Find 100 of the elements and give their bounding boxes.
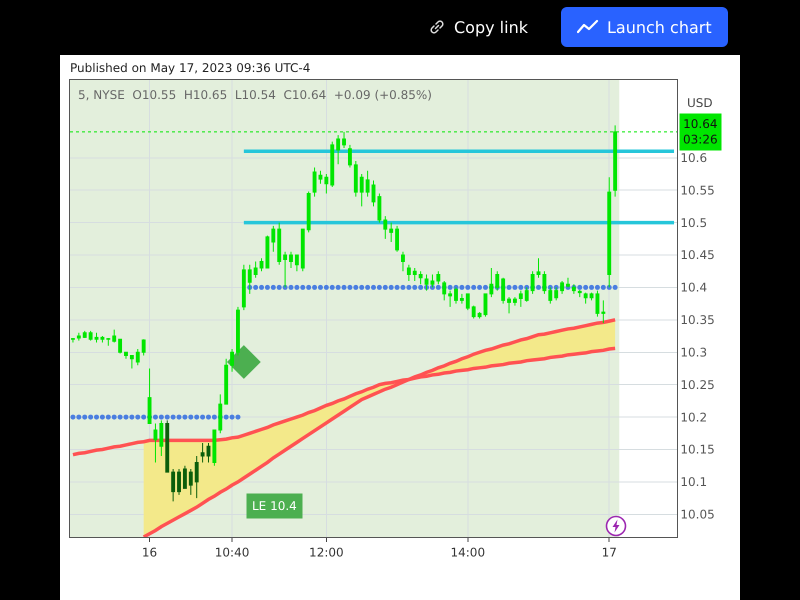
candlestick	[294, 254, 299, 272]
candlestick	[383, 216, 388, 240]
candlestick	[277, 222, 282, 266]
y-tick-label: 10.45	[680, 248, 715, 262]
candlestick	[265, 235, 270, 268]
candlestick	[377, 192, 382, 224]
candlestick	[171, 468, 176, 502]
candlestick	[300, 228, 305, 272]
y-tick-label: 10.55	[680, 183, 715, 198]
y-tick-label: 10.35	[680, 313, 715, 328]
candlestick	[590, 292, 594, 301]
chart-subtitle: Published on May 17, 2023 09:36 UTC-4	[70, 61, 310, 75]
candlestick	[454, 286, 458, 304]
candlestick	[136, 348, 140, 366]
candlestick	[177, 468, 181, 496]
candlestick	[354, 160, 358, 198]
y-tick-label: 10.15	[680, 442, 715, 457]
y-tick-label: 10.6	[680, 150, 708, 165]
candlestick	[289, 251, 293, 268]
candlestick	[254, 261, 258, 278]
candlestick	[412, 267, 417, 282]
candlestick	[230, 348, 234, 372]
candlestick	[418, 270, 423, 285]
candlestick	[212, 430, 216, 466]
y-axis-title: USD	[687, 96, 713, 110]
candlestick	[596, 290, 600, 318]
candlestick	[507, 296, 511, 314]
candlestick	[182, 465, 187, 489]
candlestick	[159, 420, 164, 456]
candlestick	[430, 274, 434, 288]
candlestick	[224, 358, 228, 405]
candlestick	[100, 336, 104, 344]
y-tick-label: 10.2	[680, 410, 708, 424]
candlestick	[260, 258, 264, 272]
candlestick	[348, 144, 352, 168]
candlestick	[578, 290, 582, 298]
candlestick	[536, 258, 540, 278]
candlestick	[460, 293, 464, 304]
candlestick	[360, 173, 364, 207]
candlestick	[318, 170, 322, 184]
text: 5, NYSE O10.55 H10.65 L10.54 C10.64 +0.09 (+0.85%)	[78, 88, 432, 102]
annotation: 10.64 03:26	[683, 117, 718, 147]
x-tick-label: 14:00	[450, 545, 486, 560]
candlestick	[601, 300, 606, 324]
text: Launch chart	[607, 18, 712, 36]
candlestick	[401, 251, 405, 272]
candlestick	[94, 332, 98, 344]
candlestick	[395, 225, 400, 252]
candlestick	[518, 290, 523, 308]
y-tick-label: 10.4	[680, 280, 708, 295]
candlestick	[372, 180, 376, 207]
candlestick	[306, 191, 311, 233]
candlestick	[124, 352, 128, 360]
candlestick	[554, 286, 558, 301]
candlestick	[130, 355, 134, 369]
text: Copy link	[454, 18, 528, 36]
candlestick	[389, 222, 394, 243]
candlestick	[242, 264, 246, 311]
candlestick	[324, 173, 328, 194]
candlestick	[271, 225, 276, 252]
candlestick	[194, 455, 199, 499]
candlestick	[188, 468, 193, 496]
candlestick	[112, 329, 116, 344]
x-tick-label: 12:00	[309, 545, 344, 560]
candlestick	[366, 170, 370, 198]
candlestick	[106, 337, 110, 346]
candlestick	[330, 141, 334, 188]
candlestick	[524, 286, 529, 302]
candlestick	[206, 442, 210, 463]
candlestick	[71, 337, 75, 344]
y-tick-label: 10.05	[680, 508, 715, 522]
x-tick-label: 16	[142, 545, 158, 560]
candlestick	[88, 330, 93, 342]
candlestick	[142, 338, 146, 356]
candlestick	[165, 420, 170, 473]
candlestick	[76, 332, 81, 342]
candlestick	[478, 312, 482, 320]
annotation: LE 10.4	[252, 499, 297, 513]
candlestick	[512, 296, 517, 306]
x-tick-label: 10:40	[214, 545, 250, 560]
candlestick	[436, 270, 440, 285]
y-tick-label: 10.1	[680, 475, 708, 490]
candlestick	[548, 286, 552, 304]
candlestick	[448, 290, 452, 308]
candlestick	[118, 338, 122, 354]
candlestick	[312, 167, 317, 198]
candlestick	[584, 292, 588, 304]
candlestick	[406, 264, 411, 282]
candlestick	[200, 442, 205, 463]
y-tick-label: 10.25	[680, 378, 715, 392]
candlestick	[336, 134, 340, 165]
candlestick	[236, 306, 240, 356]
x-tick-label: 17	[602, 545, 617, 560]
candlestick	[484, 293, 488, 318]
y-tick-label: 10.3	[680, 345, 708, 360]
candlestick	[154, 423, 158, 463]
candlestick	[472, 305, 476, 320]
y-tick-label: 10.5	[680, 216, 708, 230]
candlestick	[283, 251, 288, 288]
candlestick	[607, 176, 612, 288]
